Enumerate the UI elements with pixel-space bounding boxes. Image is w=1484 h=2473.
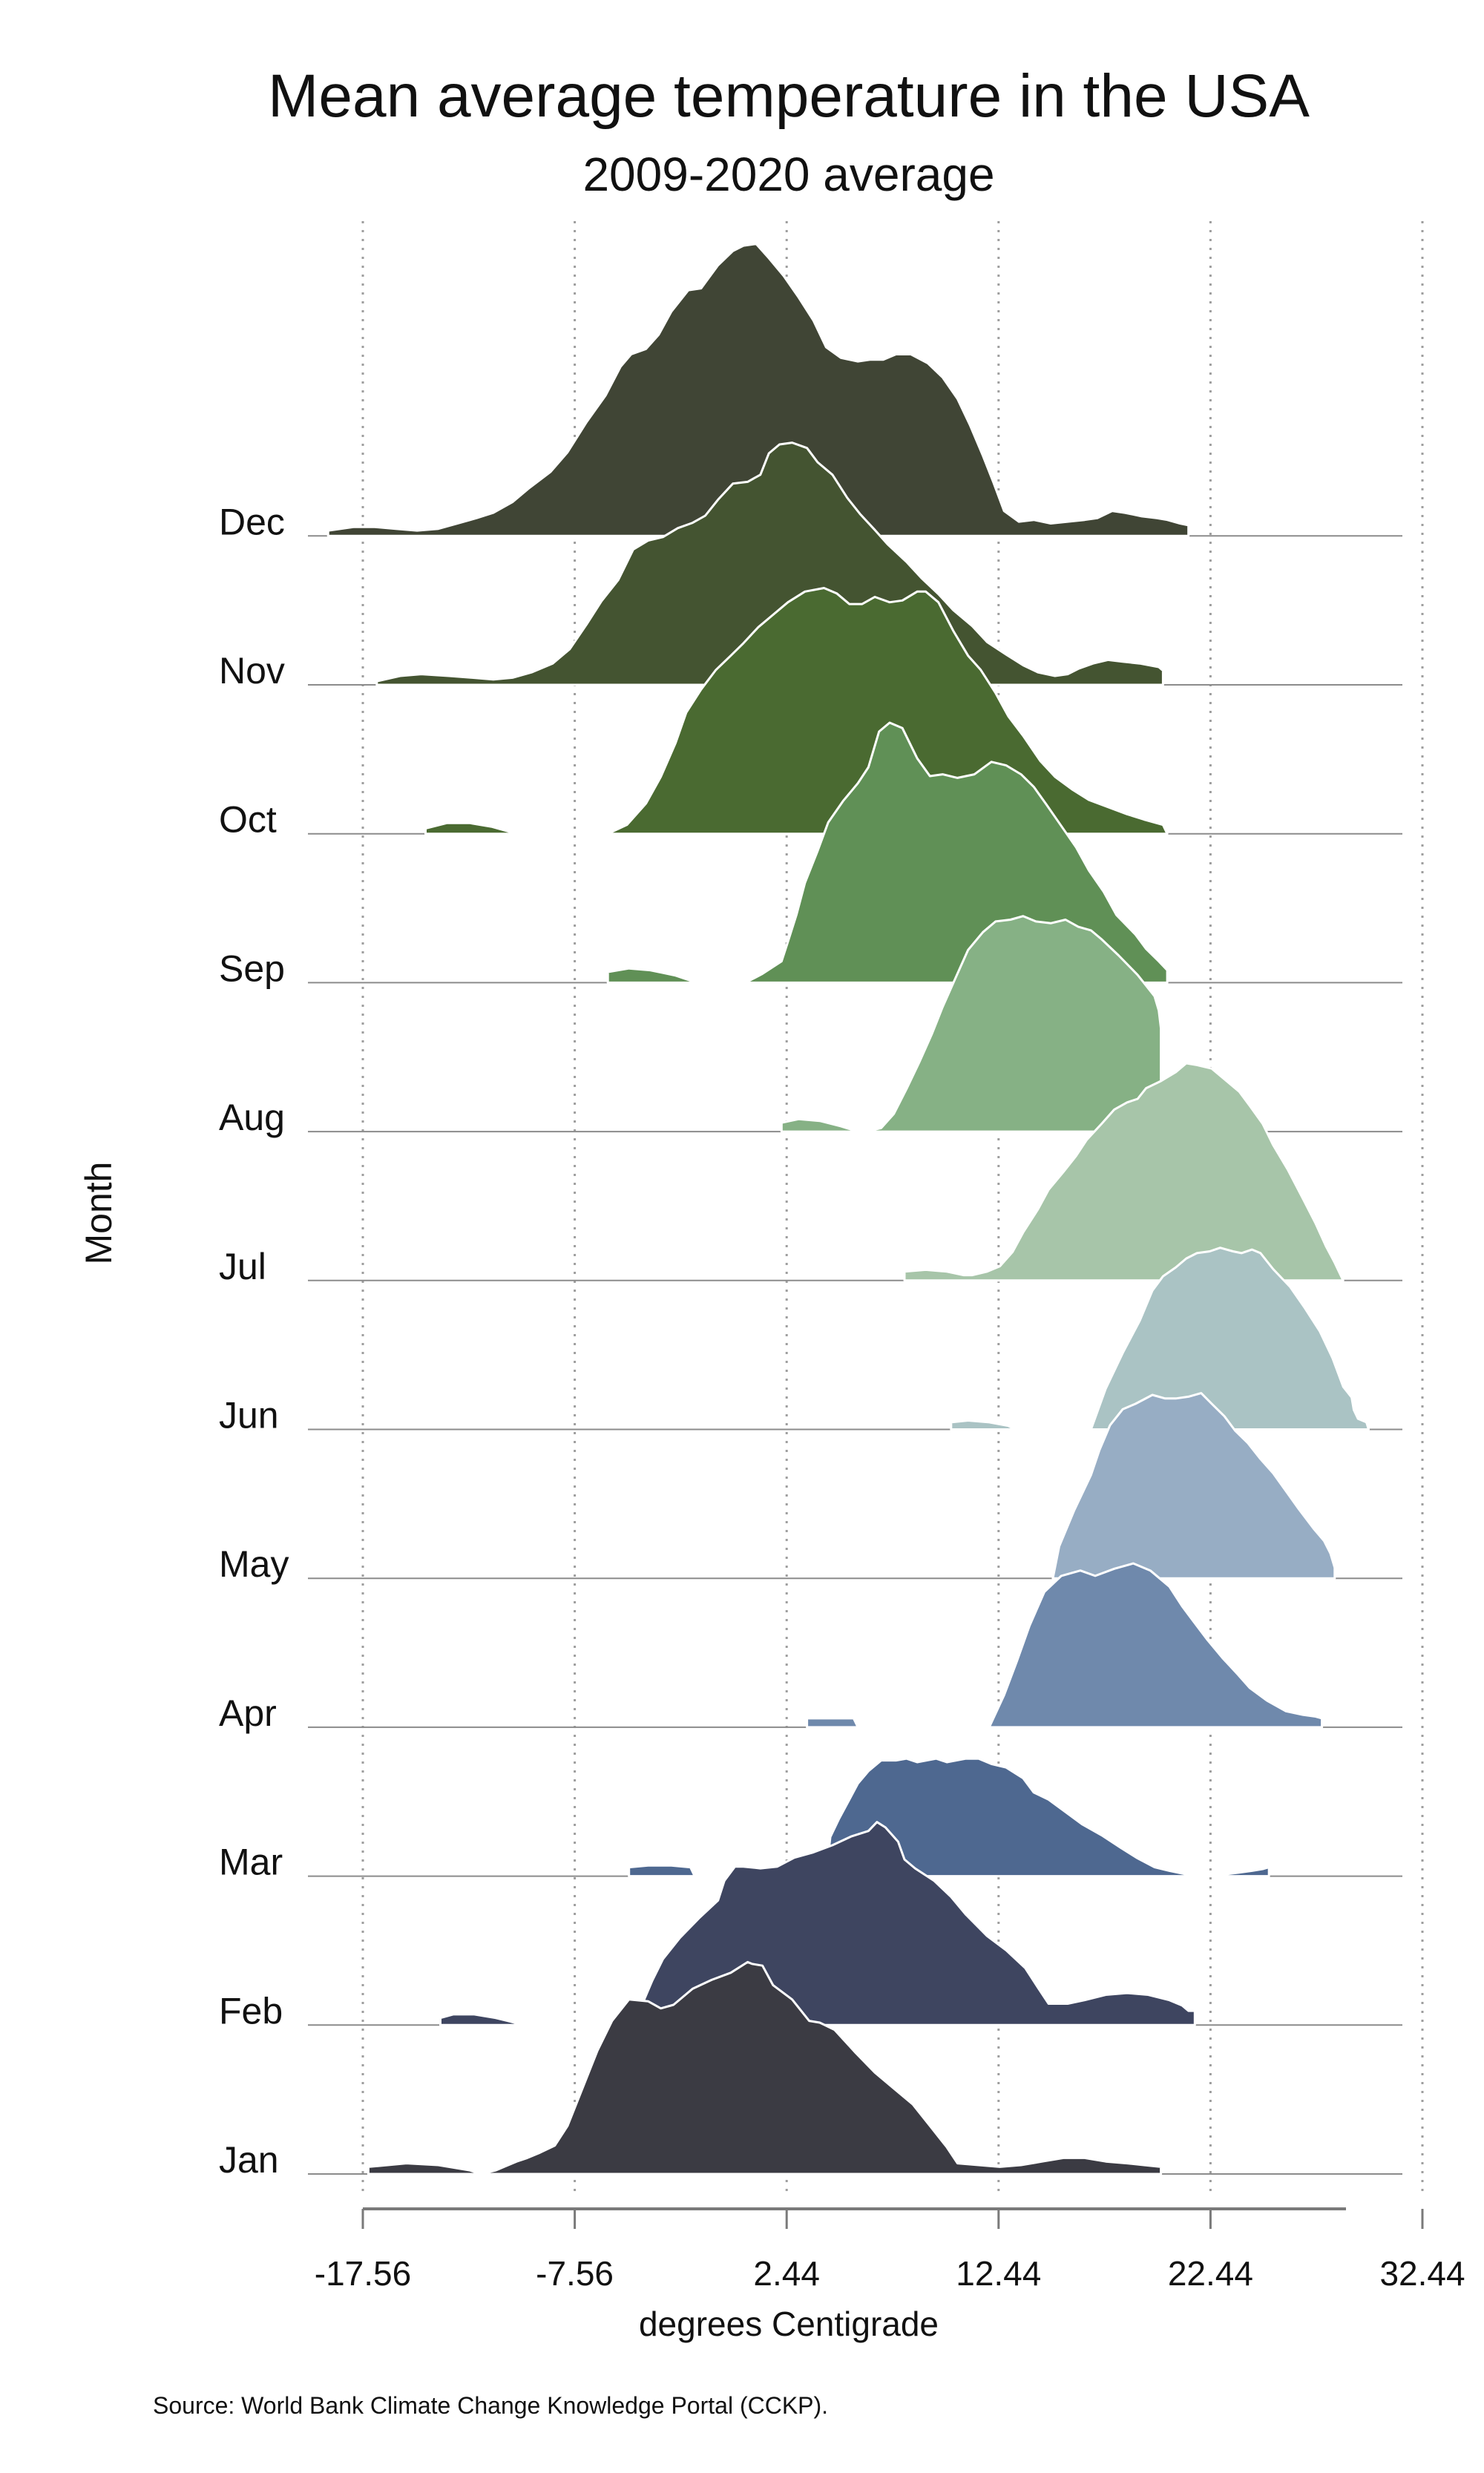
ridge-jul xyxy=(903,1062,1345,1282)
month-label-nov: Nov xyxy=(219,650,285,692)
chart-subtitle: 2009-2020 average xyxy=(582,148,994,201)
x-tick-label-1: -7.56 xyxy=(536,2254,614,2293)
month-label-may: May xyxy=(219,1543,289,1585)
month-label-jan: Jan xyxy=(219,2139,279,2181)
month-label-sep: Sep xyxy=(219,948,285,989)
chart-title: Mean average temperature in the USA xyxy=(268,62,1310,130)
month-label-aug: Aug xyxy=(219,1097,285,1138)
month-label-oct: Oct xyxy=(219,799,277,841)
ridge-jun xyxy=(950,1247,1370,1431)
x-axis-title: degrees Centigrade xyxy=(639,2305,939,2343)
x-tick-label-0: -17.56 xyxy=(315,2254,411,2293)
ridge-may xyxy=(1051,1392,1336,1580)
ridge-oct xyxy=(424,587,1169,835)
month-label-mar: Mar xyxy=(219,1842,283,1883)
ridge-apr xyxy=(806,1562,1324,1729)
month-label-dec: Dec xyxy=(219,501,285,542)
month-label-jul: Jul xyxy=(219,1246,266,1287)
x-tick-label-5: 32.44 xyxy=(1379,2254,1465,2293)
source-note: Source: World Bank Climate Change Knowle… xyxy=(153,2392,828,2419)
ridge-aug xyxy=(780,915,1163,1133)
ridge-jan xyxy=(367,1960,1163,2175)
month-label-jun: Jun xyxy=(219,1395,279,1436)
x-tick-label-3: 12.44 xyxy=(956,2254,1041,2293)
y-axis-title: Month xyxy=(78,1162,119,1265)
x-axis-ticks: -17.56 -7.56 2.44 12.44 22.44 32.44 xyxy=(315,2209,1465,2293)
ridge-nov xyxy=(375,441,1164,686)
x-tick-label-2: 2.44 xyxy=(753,2254,820,2293)
month-label-apr: Apr xyxy=(219,1692,277,1734)
density-ridges xyxy=(326,243,1370,2175)
month-label-feb: Feb xyxy=(219,1990,283,2032)
ridge-mar xyxy=(628,1757,1270,1878)
ridge-dec xyxy=(326,243,1190,537)
x-tick-label-4: 22.44 xyxy=(1168,2254,1253,2293)
month-labels: Jan Feb Mar Apr May Jun Jul Aug Sep Oct Nov Dec xyxy=(219,501,289,2181)
